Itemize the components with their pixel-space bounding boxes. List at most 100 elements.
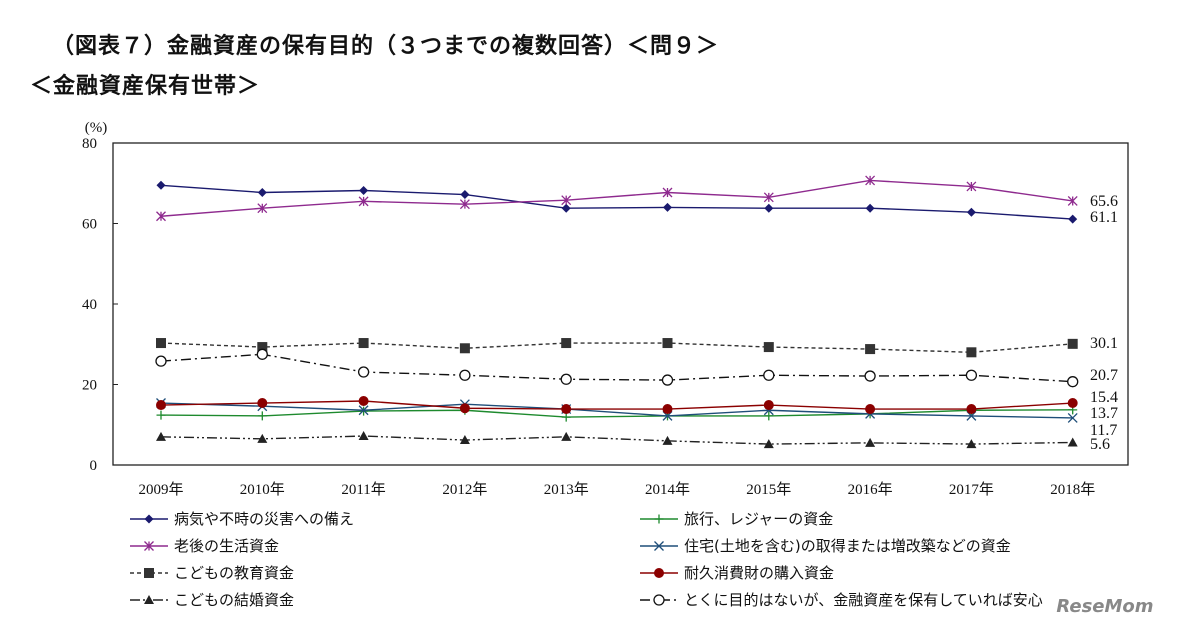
x-tick-label: 2010年 <box>240 481 285 498</box>
asterisk-marker <box>459 199 470 210</box>
legend-label: 耐久消費財の購入資金 <box>684 564 834 582</box>
circle-marker <box>1067 398 1078 409</box>
square-marker <box>358 338 369 349</box>
diamond-marker <box>144 514 154 524</box>
diamond-marker <box>966 207 976 217</box>
diamond-marker <box>865 203 875 213</box>
asterisk-marker <box>156 211 166 222</box>
circle-marker <box>257 398 268 409</box>
triangle-marker <box>662 435 673 445</box>
triangle-marker <box>1067 437 1078 447</box>
series-7: 20.7 <box>155 348 1118 388</box>
circle-marker <box>358 396 369 407</box>
legend-item: 耐久消費財の購入資金 <box>640 564 834 582</box>
x-tick-label: 2018年 <box>1050 481 1095 498</box>
diamond-marker <box>663 202 672 212</box>
legend-label: 住宅(土地を含む)の取得または増改築などの資金 <box>684 537 1011 555</box>
plus-marker <box>561 412 571 422</box>
x-tick-label: 2015年 <box>746 481 791 498</box>
y-tick-label: 20 <box>82 378 97 394</box>
square-marker <box>257 342 268 353</box>
asterisk-marker <box>763 192 774 203</box>
triangle-marker <box>257 433 268 443</box>
circle-marker <box>459 403 470 414</box>
legend-label: とくに目的はないが、金融資産を保有していれば安心 <box>684 591 1043 609</box>
diamond-marker <box>1068 214 1078 224</box>
open-circle-marker <box>256 348 268 360</box>
diamond-marker <box>460 190 470 200</box>
diamond-marker <box>156 180 166 190</box>
series-6: 15.4 <box>156 389 1118 415</box>
legend-item: とくに目的はないが、金融資産を保有していれば安心 <box>640 591 1043 609</box>
plus-marker <box>764 411 774 421</box>
y-axis-label: (%) <box>85 120 108 136</box>
square-marker <box>156 338 166 349</box>
square-marker <box>966 347 977 358</box>
series-line <box>160 342 1073 354</box>
end-value-label: 61.1 <box>1090 209 1118 226</box>
square-marker <box>459 343 470 354</box>
open-circle-marker <box>864 370 876 382</box>
open-circle-marker <box>560 373 572 385</box>
legend-label: 病気や不時の災害への備え <box>174 510 354 528</box>
circle-marker <box>561 404 572 415</box>
triangle-marker <box>561 431 572 441</box>
triangle-marker <box>865 437 876 447</box>
open-circle-marker <box>357 366 370 378</box>
x-marker <box>654 541 664 551</box>
legend-label: こどもの結婚資金 <box>174 591 294 609</box>
y-tick-label: 60 <box>82 217 97 233</box>
x-tick-label: 2013年 <box>544 481 589 498</box>
legend-item: 老後の生活資金 <box>130 537 279 555</box>
diamond-marker <box>257 188 267 198</box>
triangle-marker <box>144 595 154 604</box>
series-1: 65.6 <box>156 175 1118 222</box>
legend-item: こどもの教育資金 <box>130 564 294 582</box>
x-tick-label: 2012年 <box>442 481 487 498</box>
series-line <box>160 184 1073 220</box>
x-tick-label: 2009年 <box>138 481 183 498</box>
y-tick-label: 40 <box>82 297 97 313</box>
chart-title: （図表７）金融資産の保有目的（３つまでの複数回答）＜問９＞ <box>52 34 720 59</box>
diamond-marker <box>561 203 571 213</box>
asterisk-marker <box>966 181 977 192</box>
circle-marker <box>966 404 977 415</box>
end-value-label: 13.7 <box>1090 405 1118 422</box>
series-3: 5.6 <box>156 431 1110 453</box>
circle-marker <box>156 400 166 411</box>
end-value-label: 5.6 <box>1090 436 1110 453</box>
triangle-marker <box>358 431 369 441</box>
series-2: 30.1 <box>156 335 1118 358</box>
legend-item: 旅行、レジャーの資金 <box>640 510 833 528</box>
series-line <box>160 353 1073 383</box>
legend-label: 旅行、レジャーの資金 <box>684 510 833 528</box>
asterisk-marker <box>561 195 572 206</box>
square-marker <box>561 338 572 349</box>
legend-label: 老後の生活資金 <box>174 537 279 555</box>
x-tick-label: 2016年 <box>848 481 893 498</box>
series-0: 61.1 <box>156 180 1118 226</box>
plus-marker <box>156 410 166 420</box>
legend-item: こどもの結婚資金 <box>130 591 294 609</box>
asterisk-marker <box>662 187 673 198</box>
x-tick-label: 2017年 <box>949 481 994 498</box>
plus-marker <box>654 514 664 524</box>
legend-label: こどもの教育資金 <box>174 564 294 582</box>
end-value-label: 20.7 <box>1090 367 1118 384</box>
end-value-label: 11.7 <box>1090 422 1117 439</box>
square-marker <box>662 338 673 349</box>
square-marker <box>865 344 876 355</box>
chart-subtitle: ＜金融資産保有世帯＞ <box>30 74 261 99</box>
x-tick-label: 2011年 <box>341 481 385 498</box>
triangle-marker <box>763 439 774 449</box>
asterisk-marker <box>865 175 876 186</box>
open-circle-marker <box>661 374 674 386</box>
triangle-marker <box>459 435 470 445</box>
asterisk-marker <box>1067 196 1078 206</box>
series-line <box>160 409 1073 418</box>
open-circle-marker <box>1067 376 1079 388</box>
open-circle-marker <box>653 594 665 606</box>
series-line <box>160 402 1073 419</box>
open-circle-marker <box>459 369 471 381</box>
